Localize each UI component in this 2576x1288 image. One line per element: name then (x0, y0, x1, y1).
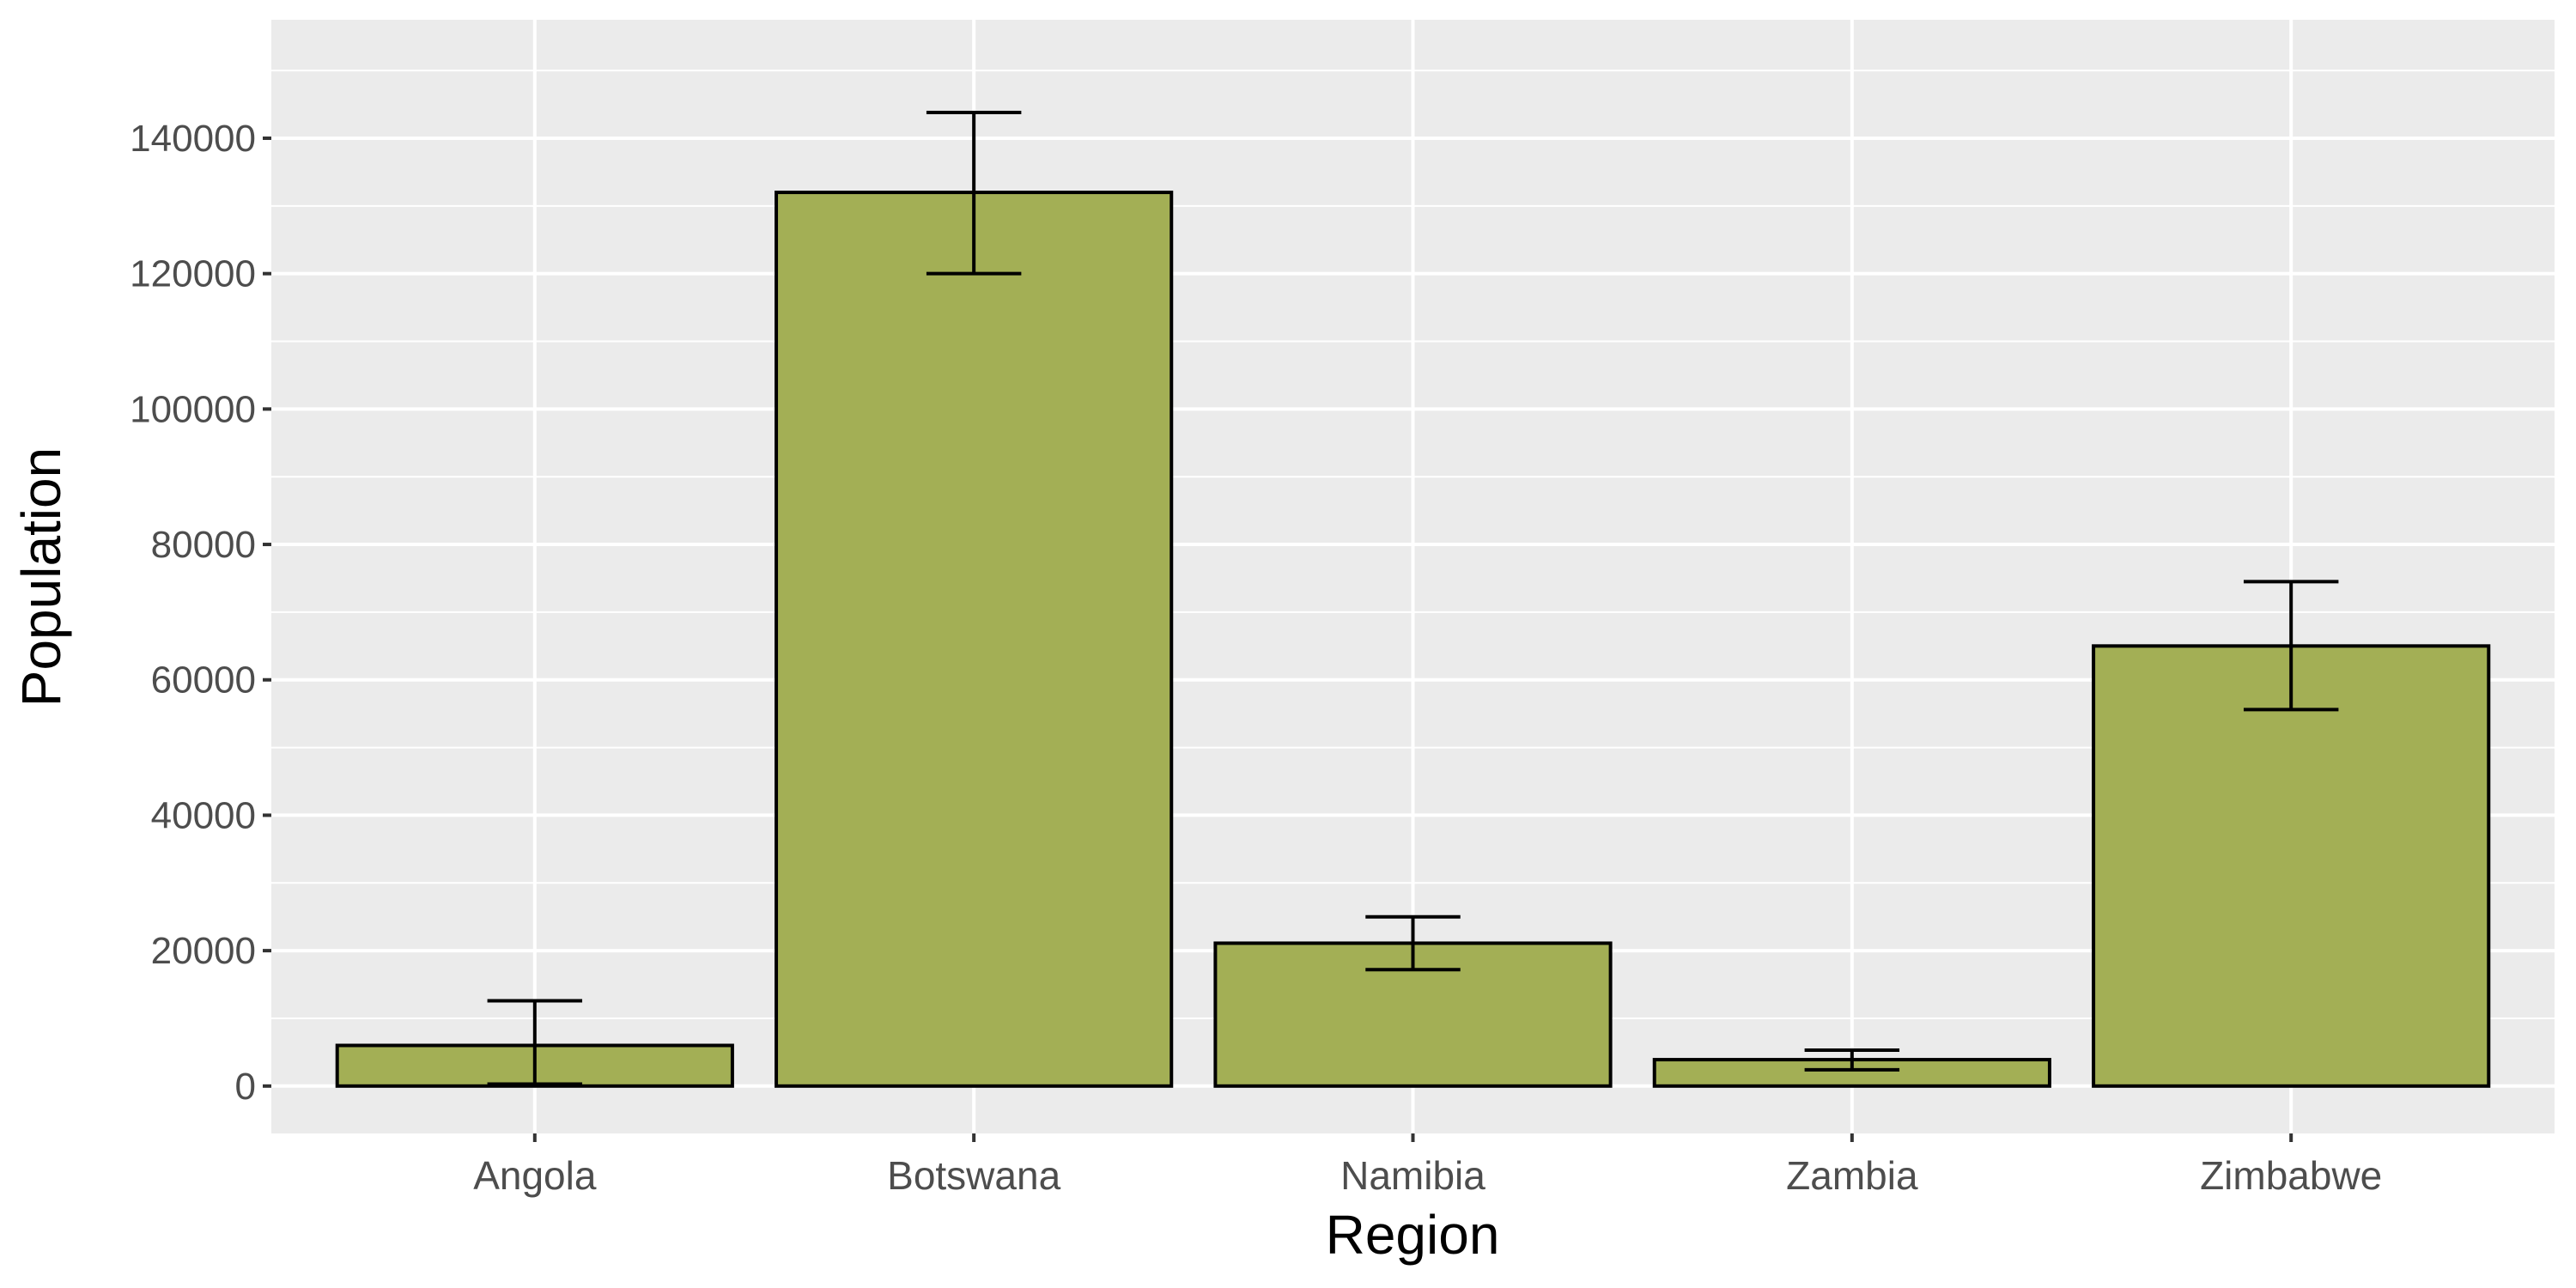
y-axis-title: Population (10, 447, 72, 707)
x-axis: Angola Botswana Namibia Zambia Zimbabwe (473, 1133, 2382, 1198)
x-tick-label: Namibia (1340, 1153, 1485, 1198)
y-tick-label: 100000 (130, 388, 256, 430)
bar-botswana (775, 191, 1174, 1088)
y-tick-label: 140000 (130, 118, 256, 160)
y-tick-label: 0 (235, 1066, 256, 1108)
x-axis-title: Region (1326, 1204, 1500, 1266)
x-tick-label: Zambia (1786, 1153, 1918, 1198)
bars (335, 191, 2491, 1088)
x-tick-label: Botswana (887, 1153, 1060, 1198)
bar-zimbabwe (2092, 644, 2491, 1088)
y-tick-label: 40000 (151, 794, 256, 836)
x-tick-label: Zimbabwe (2200, 1153, 2382, 1198)
y-tick-label: 20000 (151, 930, 256, 972)
error-bars (487, 111, 2339, 1086)
y-tick-label: 120000 (130, 253, 256, 295)
y-axis: 0 20000 40000 60000 80000 100000 120000 140000 (130, 118, 271, 1108)
x-tick-label: Angola (473, 1153, 597, 1198)
y-tick-label: 60000 (151, 659, 256, 702)
y-tick-label: 80000 (151, 524, 256, 566)
